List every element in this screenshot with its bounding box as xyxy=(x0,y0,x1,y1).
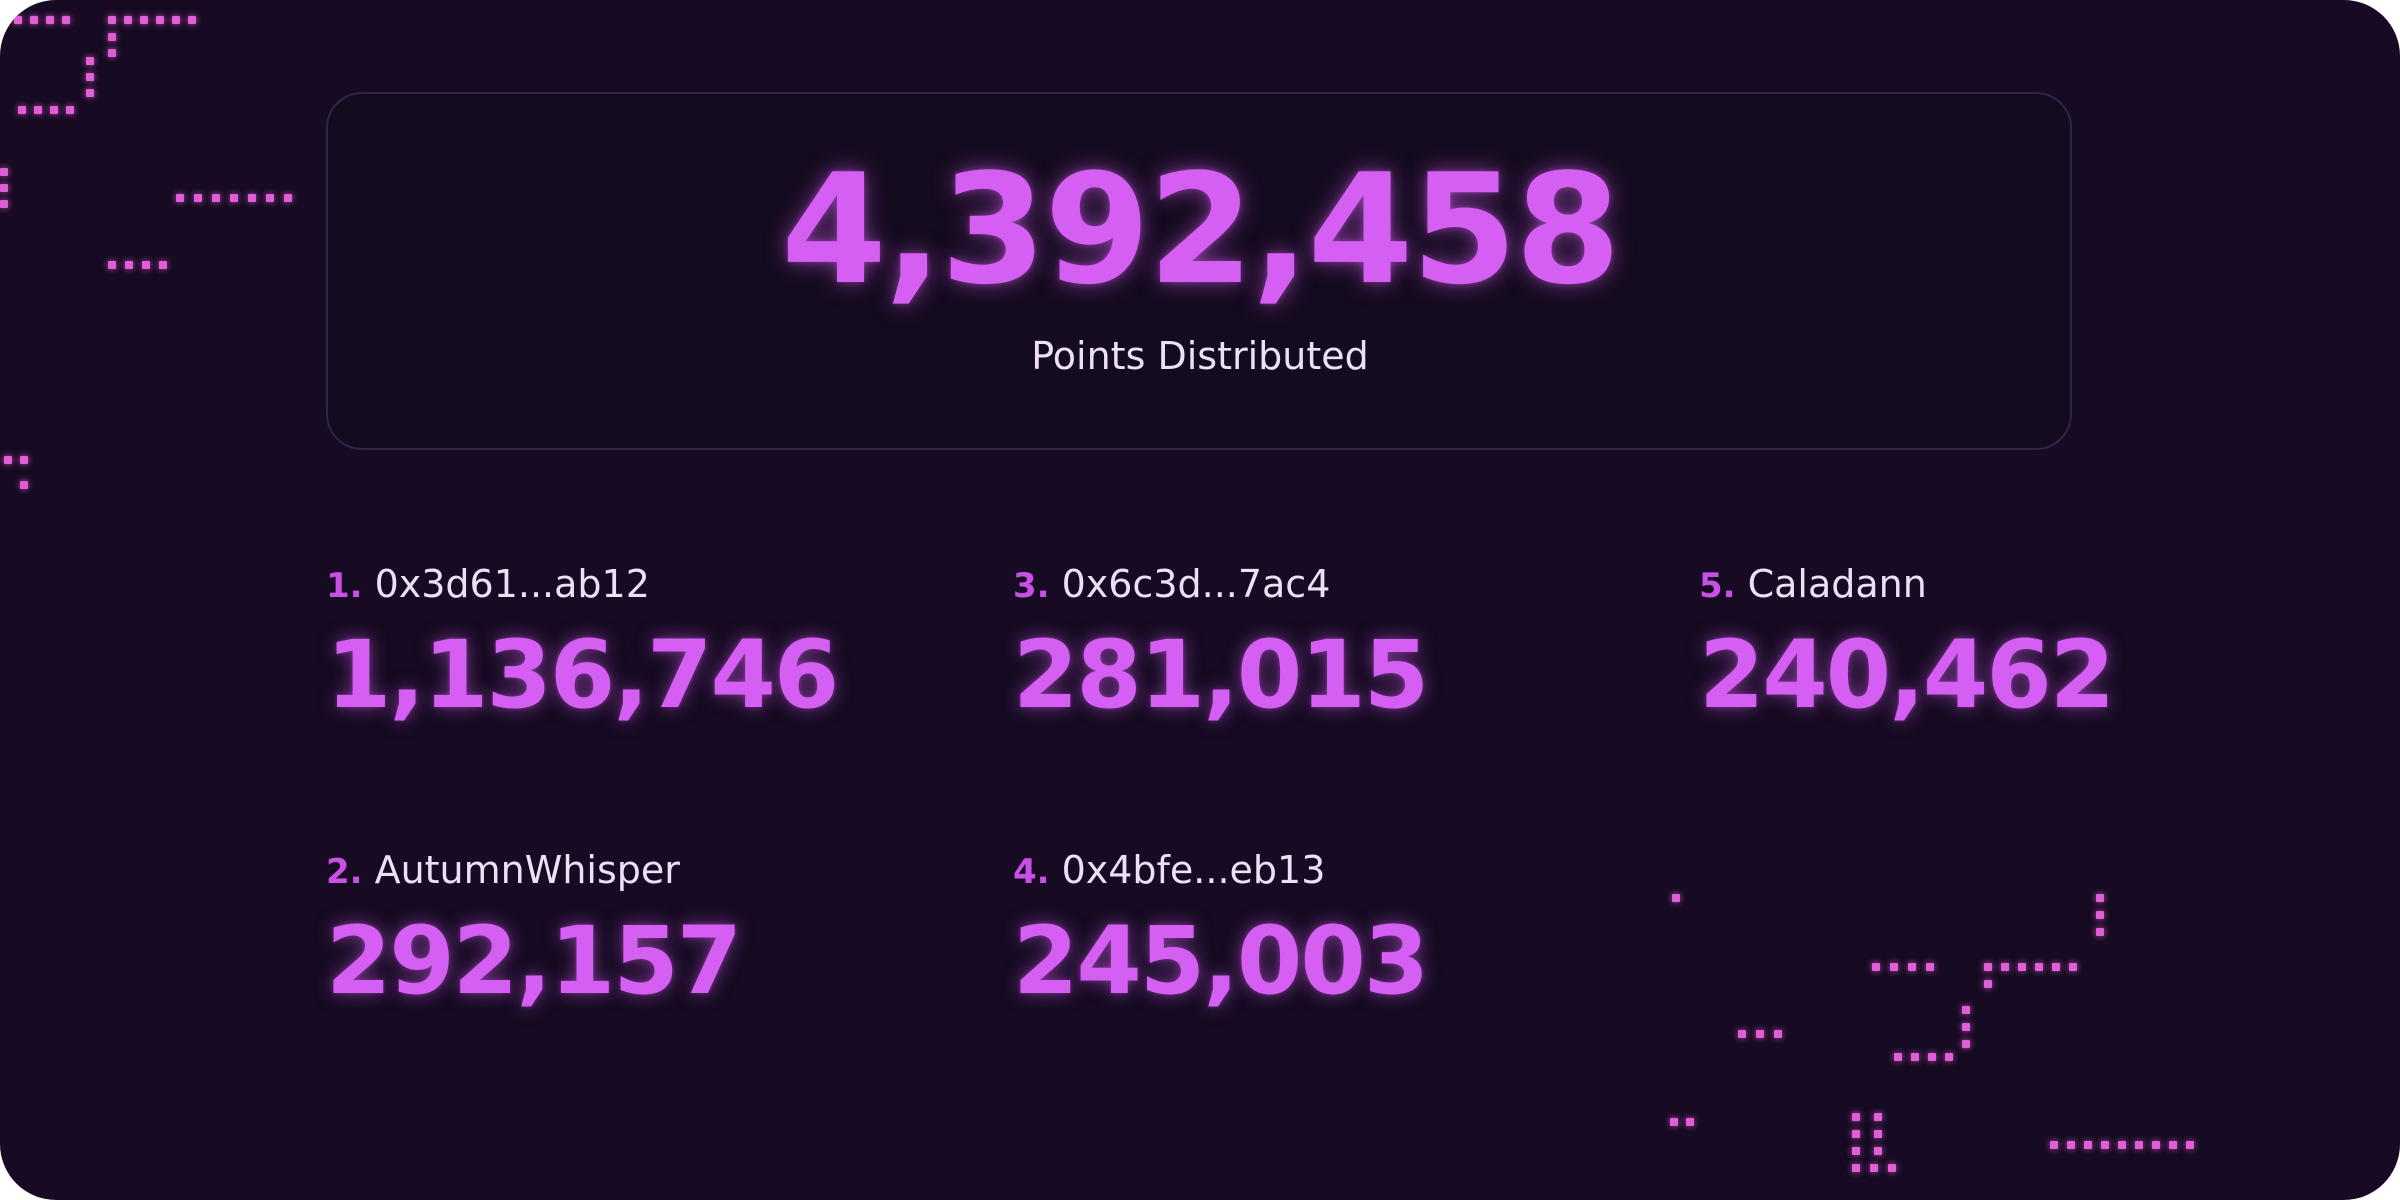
entry-rank: 5. xyxy=(1699,566,1736,606)
decor-dot xyxy=(50,106,58,114)
decor-dot xyxy=(1928,1053,1936,1061)
entry-header: 3. 0x6c3d...7ac4 xyxy=(1013,556,1613,612)
entry-name: Caladann xyxy=(1747,562,1927,606)
decor-dot xyxy=(2052,963,2060,971)
decor-dot xyxy=(1870,1164,1878,1172)
decor-dot xyxy=(1874,1147,1882,1155)
decor-dot xyxy=(1911,1053,1919,1061)
decor-dot xyxy=(18,106,26,114)
decor-dot xyxy=(1774,1030,1782,1038)
decor-dot xyxy=(2101,1141,2109,1149)
decor-dot xyxy=(1670,1118,1678,1126)
decor-dot xyxy=(62,16,70,24)
decor-dot xyxy=(2035,963,2043,971)
decor-dot xyxy=(2135,1141,2143,1149)
entry-rank: 2. xyxy=(326,852,363,892)
entry-points: 292,157 xyxy=(326,907,742,1016)
decor-dot xyxy=(1852,1113,1860,1121)
decor-dot xyxy=(108,16,116,24)
decor-dot xyxy=(1872,963,1880,971)
total-points-label: Points Distributed xyxy=(1031,334,1369,378)
decor-dot xyxy=(108,49,116,57)
decor-dot xyxy=(34,106,42,114)
entry-points: 1,136,746 xyxy=(326,621,839,730)
decor-dot xyxy=(1756,1030,1764,1038)
decor-dot xyxy=(2084,1141,2092,1149)
entry-points: 281,015 xyxy=(1013,621,1429,730)
entry-points: 240,462 xyxy=(1699,621,2115,730)
decor-dot xyxy=(2169,1141,2177,1149)
decor-dot xyxy=(124,16,132,24)
decor-dot xyxy=(1945,1053,1953,1061)
leaderboard-entry: 3. 0x6c3d...7ac4 281,015 xyxy=(1013,556,1613,726)
decor-dot xyxy=(2096,911,2104,919)
leaderboard-entry: 1. 0x3d61...ab12 1,136,746 xyxy=(326,556,926,726)
entry-name: 0x3d61...ab12 xyxy=(374,562,650,606)
decor-dot xyxy=(188,16,196,24)
decor-dot xyxy=(2096,894,2104,902)
decor-dot xyxy=(140,16,148,24)
decor-dot xyxy=(1926,963,1934,971)
decor-dot xyxy=(2050,1141,2058,1149)
leaderboard-entry: 4. 0x4bfe...eb13 245,003 xyxy=(1013,842,1613,1012)
decor-dot xyxy=(2118,1141,2126,1149)
decor-dot xyxy=(2018,963,2026,971)
entry-header: 1. 0x3d61...ab12 xyxy=(326,556,926,612)
entry-rank: 3. xyxy=(1013,566,1050,606)
decor-dot xyxy=(2001,963,2009,971)
decor-dot xyxy=(108,33,116,41)
decor-dot xyxy=(2186,1141,2194,1149)
decor-dot xyxy=(156,16,164,24)
decor-dot xyxy=(2067,1141,2075,1149)
decor-dot xyxy=(46,16,54,24)
entry-points: 245,003 xyxy=(1013,907,1429,1016)
decor-dot xyxy=(14,16,22,24)
decor-dot xyxy=(2069,963,2077,971)
entry-header: 2. AutumnWhisper xyxy=(326,842,926,898)
decor-dot xyxy=(20,456,28,464)
decor-dot xyxy=(2152,1141,2160,1149)
decor-dot xyxy=(1686,1118,1694,1126)
entry-rank: 1. xyxy=(326,566,363,606)
decor-dot xyxy=(20,481,28,489)
total-points-value: 4,392,458 xyxy=(781,141,1621,318)
decor-dot xyxy=(4,456,12,464)
entry-header: 4. 0x4bfe...eb13 xyxy=(1013,842,1613,898)
decor-dot xyxy=(1852,1164,1860,1172)
decor-dot xyxy=(1962,1023,1970,1031)
decor-dot xyxy=(1672,894,1680,902)
decor-dot xyxy=(86,57,94,65)
decor-dot xyxy=(1908,963,1916,971)
entry-name: 0x6c3d...7ac4 xyxy=(1061,562,1331,606)
decor-dot xyxy=(66,106,74,114)
decor-dot xyxy=(1962,1040,1970,1048)
decor-dot xyxy=(1874,1113,1882,1121)
decor-dot xyxy=(2096,928,2104,936)
entry-header: 5. Caladann xyxy=(1699,556,2299,612)
total-points-panel xyxy=(326,92,2072,450)
decor-dot xyxy=(1852,1130,1860,1138)
decor-dot xyxy=(86,73,94,81)
leaderboard-entry: 5. Caladann 240,462 xyxy=(1699,556,2299,726)
entry-name: 0x4bfe...eb13 xyxy=(1061,848,1326,892)
decor-dot xyxy=(172,16,180,24)
decor-dot xyxy=(1888,1164,1896,1172)
decor-dot xyxy=(1962,1006,1970,1014)
decor-dot xyxy=(1738,1030,1746,1038)
decor-dot xyxy=(1894,1053,1902,1061)
leaderboard-entry: 2. AutumnWhisper 292,157 xyxy=(326,842,926,1012)
entry-rank: 4. xyxy=(1013,852,1050,892)
decor-dot xyxy=(86,89,94,97)
entry-name: AutumnWhisper xyxy=(374,848,680,892)
decor-dot xyxy=(30,16,38,24)
decor-dot xyxy=(1890,963,1898,971)
decor-dot xyxy=(1874,1130,1882,1138)
decor-dot xyxy=(1984,980,1992,988)
decor-dot xyxy=(1852,1147,1860,1155)
decor-dot xyxy=(1984,963,1992,971)
